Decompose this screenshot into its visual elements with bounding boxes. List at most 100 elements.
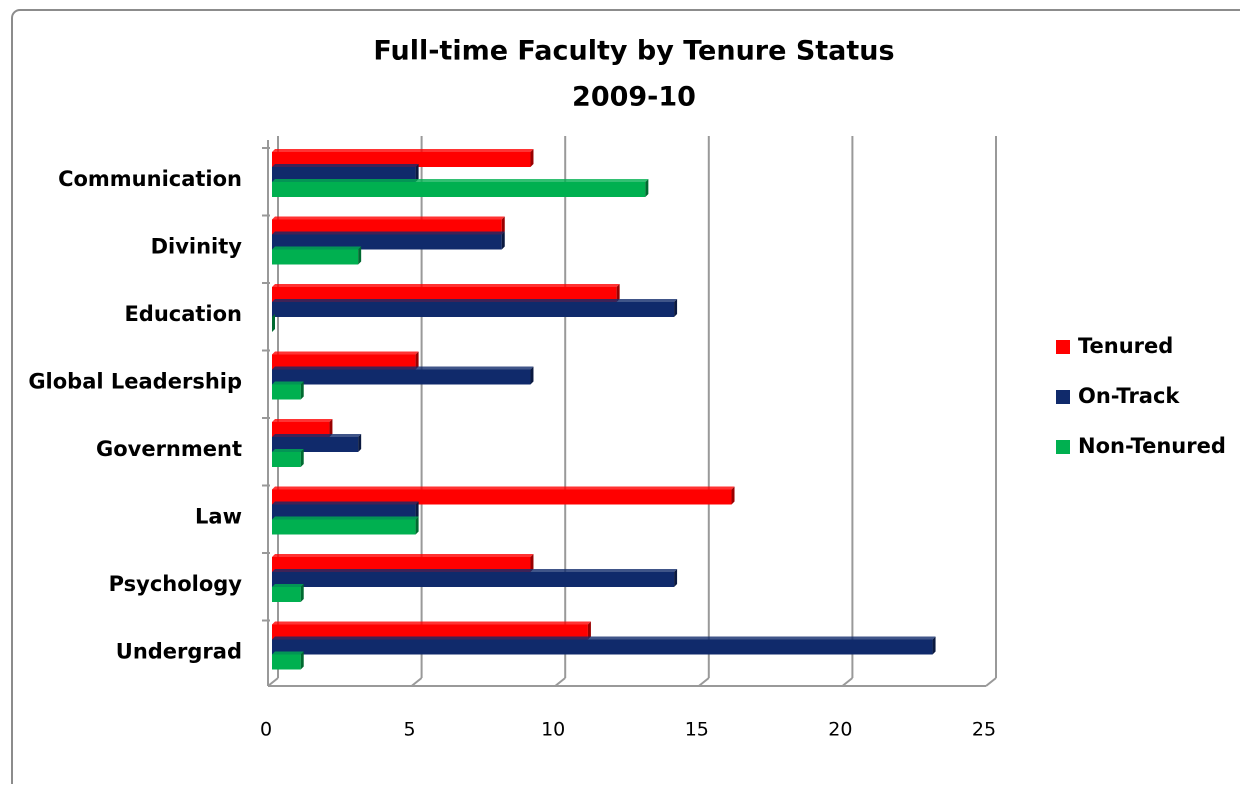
bar-face bbox=[272, 449, 304, 452]
bar-face bbox=[272, 519, 416, 535]
bar bbox=[272, 434, 362, 452]
y-tick-label: Education bbox=[124, 302, 242, 326]
x-tick-label: 25 bbox=[972, 719, 996, 741]
bar bbox=[272, 299, 678, 317]
y-tick-label: Communication bbox=[58, 167, 242, 191]
legend-swatch bbox=[1056, 340, 1070, 354]
bar-face bbox=[501, 216, 505, 235]
bar-face bbox=[272, 434, 362, 437]
legend-swatch bbox=[1056, 390, 1070, 404]
bar-face bbox=[358, 246, 362, 265]
bar-face bbox=[300, 381, 304, 400]
bar bbox=[272, 621, 591, 640]
bar-face bbox=[272, 501, 419, 505]
bar-face bbox=[272, 452, 301, 467]
bar-face bbox=[645, 179, 649, 197]
bar-face bbox=[329, 419, 333, 437]
bar bbox=[272, 216, 505, 235]
legend-label: Tenured bbox=[1078, 334, 1173, 358]
bar-face bbox=[272, 554, 534, 557]
bar-face bbox=[272, 149, 534, 152]
bar bbox=[272, 351, 419, 370]
tick-mark bbox=[698, 677, 710, 687]
bar-face bbox=[272, 219, 502, 235]
bar-face bbox=[272, 314, 275, 332]
y-tick-label: Psychology bbox=[109, 572, 243, 596]
bar-face bbox=[272, 284, 620, 287]
bar-face bbox=[272, 569, 678, 572]
bar bbox=[272, 516, 419, 535]
bar bbox=[272, 366, 534, 385]
bar-face bbox=[616, 284, 620, 302]
bar bbox=[272, 584, 304, 602]
bar-face bbox=[530, 149, 534, 167]
tick-mark bbox=[267, 677, 279, 687]
bar-face bbox=[587, 621, 591, 640]
bar-face bbox=[415, 501, 419, 520]
bar bbox=[272, 419, 333, 437]
chart-frame bbox=[11, 9, 1240, 788]
bar-face bbox=[272, 351, 419, 355]
bar-face bbox=[530, 366, 534, 385]
bar bbox=[272, 179, 649, 197]
legend-swatch bbox=[1056, 440, 1070, 454]
bar-face bbox=[272, 639, 933, 655]
bar-face bbox=[272, 587, 301, 602]
bar-face bbox=[272, 557, 531, 572]
legend-label: On-Track bbox=[1078, 384, 1180, 408]
bar-face bbox=[415, 351, 419, 370]
bar-face bbox=[674, 569, 678, 587]
bar bbox=[272, 149, 534, 167]
bar bbox=[272, 636, 936, 655]
x-tick-label: 5 bbox=[404, 719, 416, 741]
bar-face bbox=[272, 636, 936, 640]
bar-face bbox=[272, 489, 732, 505]
bar-face bbox=[272, 152, 531, 167]
y-tick-label: Undergrad bbox=[116, 639, 242, 663]
bar-face bbox=[272, 486, 735, 490]
bar-face bbox=[272, 419, 333, 422]
bar-face bbox=[272, 437, 359, 452]
tick-mark bbox=[410, 677, 423, 687]
bar-face bbox=[674, 299, 678, 317]
bar-face bbox=[272, 179, 649, 182]
bar-face bbox=[272, 249, 359, 265]
bar-face bbox=[272, 216, 505, 220]
bar-face bbox=[415, 164, 419, 182]
bar-face bbox=[272, 366, 534, 370]
bar bbox=[272, 651, 304, 670]
x-tick-label: 20 bbox=[828, 719, 852, 741]
bar-face bbox=[272, 164, 419, 167]
bar-face bbox=[272, 167, 416, 182]
bar-face bbox=[272, 384, 301, 400]
bar-face bbox=[272, 354, 416, 370]
bar bbox=[272, 314, 275, 332]
y-tick-label: Law bbox=[195, 504, 242, 528]
bar bbox=[272, 449, 304, 467]
bar bbox=[272, 231, 505, 250]
bar-face bbox=[272, 572, 675, 587]
bar-face bbox=[300, 584, 304, 602]
bar bbox=[272, 284, 620, 302]
y-tick-label: Government bbox=[96, 437, 242, 461]
bar-face bbox=[272, 246, 362, 250]
bar-face bbox=[272, 302, 675, 317]
bar-face bbox=[272, 624, 588, 640]
bar-face bbox=[272, 422, 330, 437]
y-tick-label: Global Leadership bbox=[28, 369, 242, 393]
bar-face bbox=[272, 516, 419, 520]
bar bbox=[272, 381, 304, 400]
bar bbox=[272, 569, 678, 587]
bar-face bbox=[932, 636, 936, 655]
chart-subtitle: 2009-10 bbox=[572, 82, 696, 113]
bar-face bbox=[530, 554, 534, 572]
bar-face bbox=[272, 621, 591, 625]
bar-face bbox=[272, 584, 304, 587]
bar-face bbox=[501, 231, 505, 250]
bar-face bbox=[272, 287, 617, 302]
bar bbox=[272, 486, 735, 505]
chart-title: Full-time Faculty by Tenure Status bbox=[373, 36, 894, 67]
tick-mark bbox=[841, 677, 854, 687]
bar-face bbox=[272, 234, 502, 250]
